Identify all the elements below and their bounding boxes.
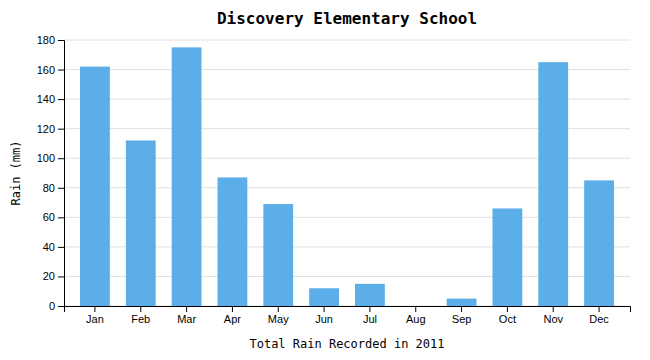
y-tick-label: 0 [49,300,55,312]
y-tick-mark [58,306,64,307]
y-tick-label: 160 [37,64,55,76]
x-tick-label: Feb [131,313,150,325]
y-tick-label: 100 [37,152,55,164]
y-tick-label: 40 [43,241,55,253]
x-tick: Jul [363,306,377,325]
y-axis: 0 20 40 60 80 100 120 140 160 180 [37,34,65,312]
x-tick: Apr [224,306,241,325]
bar [538,62,568,306]
x-tick-mark [507,306,508,312]
y-tick-mark [58,217,64,218]
y-axis-line [58,41,65,307]
x-tick-mark [461,306,462,312]
bar [355,284,385,306]
grid [64,40,630,306]
x-tick-mark [553,306,554,312]
y-tick-mark [58,129,64,130]
bar [584,180,614,306]
y-tick-mark [58,247,64,248]
bar [80,67,110,306]
y-axis-title: Rain (mm) [9,140,23,205]
x-tick-label: Jan [86,313,104,325]
y-tick-mark [58,99,64,100]
bar [126,140,156,306]
y-tick-label: 60 [43,211,55,223]
y-tick: 140 [37,93,64,105]
x-tick: May [268,306,289,325]
bar [263,204,293,306]
x-tick: Aug [406,306,426,325]
y-tick: 0 [49,300,64,312]
y-tick-label: 120 [37,123,55,135]
x-tick-label: Nov [543,313,563,325]
bar [447,299,477,306]
bar [218,177,248,306]
plot-area: 020406080100120140160180JanFebMarAprMayJ… [37,34,631,325]
x-tick-label: Mar [177,313,196,325]
x-tick-label: Apr [224,313,241,325]
x-tick-label: May [268,313,289,325]
x-tick: Oct [499,306,516,325]
y-tick-mark [58,70,64,71]
x-tick: Sep [452,306,472,325]
y-tick-mark [58,276,64,277]
y-tick: 40 [43,241,64,253]
x-tick-label: Dec [589,313,609,325]
x-tick-label: Sep [452,313,472,325]
x-tick-mark [599,306,600,312]
x-tick: Jun [315,306,333,325]
bar [172,47,202,306]
x-tick-mark [140,306,141,312]
x-tick: Dec [589,306,609,325]
chart: 020406080100120140160180JanFebMarAprMayJ… [0,0,650,360]
x-tick-mark [232,306,233,312]
y-tick-mark [58,188,64,189]
x-tick-mark [324,306,325,312]
x-tick-mark [186,306,187,312]
grid-line [64,40,630,41]
bar [309,288,339,306]
y-tick-label: 80 [43,182,55,194]
x-axis-title: Total Rain Recorded in 2011 [249,337,444,351]
y-tick: 160 [37,64,64,76]
y-tick-label: 20 [43,270,55,282]
y-tick: 60 [43,211,64,223]
y-tick: 120 [37,123,64,135]
x-tick: Nov [543,306,563,325]
bars [80,47,614,306]
x-tick-mark [278,306,279,312]
x-tick-label: Oct [499,313,516,325]
x-tick-label: Jul [363,313,377,325]
y-tick-mark [58,40,64,41]
x-axis: Jan Feb Mar Apr May Jun Jul Aug Sep Oct Nov Dec [65,306,631,325]
title: Discovery Elementary School [217,9,477,28]
x-tick-mark [369,306,370,312]
y-tick-mark [58,158,64,159]
x-tick-mark [94,306,95,312]
bar [493,208,523,306]
bar [401,306,431,307]
x-tick-mark [415,306,416,312]
x-tick: Jan [86,306,104,325]
y-tick: 100 [37,152,64,164]
y-tick: 180 [37,34,64,46]
x-tick: Feb [131,306,150,325]
y-tick: 80 [43,182,64,194]
y-tick-label: 180 [37,34,55,46]
x-tick-label: Aug [406,313,426,325]
x-tick-label: Jun [315,313,333,325]
y-tick: 20 [43,270,64,282]
x-tick: Mar [177,306,196,325]
x-axis-line [65,307,631,313]
y-tick-label: 140 [37,93,55,105]
